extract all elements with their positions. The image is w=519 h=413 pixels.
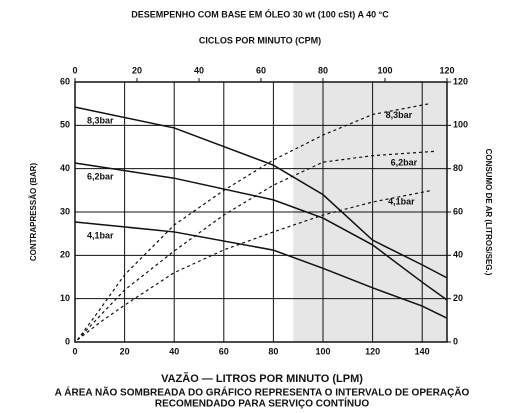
y-tick-label: 60 — [60, 76, 70, 86]
x-tick-label: 40 — [169, 346, 179, 356]
y2-tick-label: 60 — [453, 206, 463, 216]
series-line — [76, 103, 430, 341]
note: A ÁREA NÃO SOMBREADA DO GRÁFICO REPRESEN… — [55, 386, 470, 399]
x2-tick-label: 20 — [132, 65, 142, 75]
series-line — [74, 162, 448, 301]
y2-tick-label: 0 — [453, 336, 458, 346]
series-label: 6,2bar — [87, 171, 114, 181]
chart-title: DESEMPENHO COM BASE EM ÓLEO 30 wt (100 c… — [131, 8, 389, 19]
y2-tick-label: 80 — [453, 163, 463, 173]
series-label: 8,3bar — [87, 116, 114, 126]
x2-tick-label: 60 — [256, 65, 266, 75]
y-tick-label: 20 — [60, 250, 70, 260]
series-label: 4,1bar — [388, 197, 415, 207]
series-line — [77, 189, 433, 341]
x-tick-label: 60 — [219, 346, 229, 356]
x-tick-label: 140 — [415, 346, 430, 356]
y2-tick-label: 120 — [453, 76, 468, 86]
x2-axis-label: CICLOS POR MINUTO (CPM) — [199, 35, 321, 45]
y-tick-label: 50 — [60, 120, 70, 130]
x2-tick-label: 100 — [377, 65, 392, 75]
series-label: 8,3bar — [386, 110, 413, 120]
y2-tick-label: 40 — [453, 250, 463, 260]
x-tick-label: 80 — [268, 346, 278, 356]
y2-tick-label: 20 — [453, 293, 463, 303]
x-tick-label: 20 — [120, 346, 130, 356]
x-tick-label: 120 — [365, 346, 380, 356]
y2-axis-label: CONSUMO DE AR (LITROS/SEG.) — [484, 149, 493, 276]
x-tick-label: 0 — [72, 346, 77, 356]
note: RECOMENDADO PARA SERVIÇO CONTÍNUO — [155, 397, 369, 410]
x2-tick-label: 120 — [439, 65, 454, 75]
y2-tick-label: 100 — [453, 120, 468, 130]
x-tick-label: 100 — [315, 346, 330, 356]
x2-tick-label: 40 — [194, 65, 204, 75]
x2-tick-label: 80 — [318, 65, 328, 75]
y-tick-label: 40 — [60, 163, 70, 173]
series-label: 4,1bar — [87, 230, 114, 240]
series-line — [74, 221, 448, 319]
y-axis-label: CONTRAPRESSÃO (BAR) — [29, 163, 38, 262]
y-tick-label: 0 — [65, 336, 70, 346]
series-label: 6,2bar — [391, 158, 418, 168]
y-tick-label: 30 — [60, 206, 70, 216]
series-line — [77, 150, 435, 341]
plot-frame — [74, 81, 448, 343]
series-line — [74, 106, 448, 279]
y-tick-label: 10 — [60, 293, 70, 303]
x-axis-label: VAZÃO — LITROS POR MINUTO (LPM) — [161, 372, 363, 385]
x2-tick-label: 0 — [72, 65, 77, 75]
